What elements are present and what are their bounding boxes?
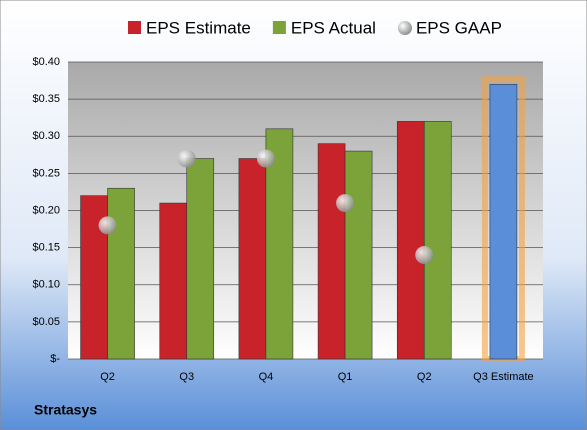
legend-marker	[397, 21, 412, 35]
bar	[489, 83, 518, 360]
legend-label: EPS GAAP	[416, 18, 502, 37]
bar	[238, 158, 267, 360]
legend-marker	[128, 21, 141, 34]
legend-label: EPS Actual	[291, 18, 376, 37]
gaap-marker	[177, 149, 196, 168]
gaap-marker	[415, 246, 434, 265]
y-tick-label: $0.40	[32, 56, 60, 68]
legend-label: EPS Estimate	[146, 18, 251, 37]
y-tick-label: $0.10	[32, 279, 60, 291]
x-tick-label: Q3	[179, 371, 194, 383]
bar	[265, 128, 294, 360]
x-tick-label: Q4	[259, 371, 274, 383]
gaap-marker	[256, 149, 275, 168]
bar	[317, 143, 346, 360]
legend-marker	[272, 21, 286, 34]
bar	[396, 121, 425, 360]
bar	[423, 121, 452, 360]
y-tick-label: $0.15	[32, 242, 60, 254]
gaap-marker	[98, 216, 117, 235]
bar	[159, 202, 188, 360]
footer: Stratasys	[34, 402, 97, 418]
y-tick-label: $0.20	[32, 204, 60, 216]
bar	[344, 150, 373, 360]
x-tick-label: Q2	[417, 371, 432, 383]
x-tick-label: Q2	[100, 371, 115, 383]
bar	[80, 195, 108, 360]
gaap-marker	[336, 194, 355, 213]
y-tick-label: $0.30	[32, 130, 60, 142]
x-tick-label: Q1	[338, 371, 353, 383]
y-tick-label: $0.35	[32, 93, 60, 105]
y-tick-label: $0.25	[32, 167, 60, 179]
x-tick-label: Q3 Estimate	[473, 371, 534, 383]
bar	[186, 158, 215, 360]
y-tick-label: $-	[50, 353, 60, 365]
y-tick-label: $0.05	[32, 316, 60, 328]
bar	[107, 187, 135, 360]
